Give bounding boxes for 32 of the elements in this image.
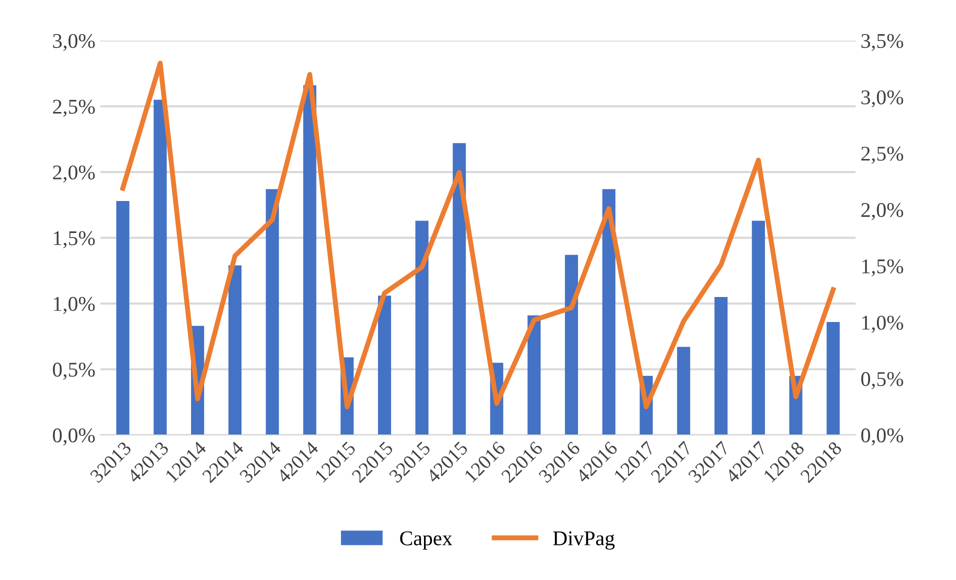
bar <box>452 143 466 435</box>
bar <box>564 254 578 435</box>
line-series <box>120 60 836 410</box>
y2-tick-label: 3,5% <box>861 34 904 52</box>
y-tick-label: 2,5% <box>53 100 95 117</box>
y-tick-label: 0,5% <box>52 362 95 380</box>
y-tick-label: 2,0% <box>53 165 95 182</box>
y-tick-label: 1,0% <box>54 296 95 314</box>
y2-tick-label: 1,5% <box>862 259 904 276</box>
y2-tick-label: 0,0% <box>861 428 904 446</box>
bar <box>752 220 765 435</box>
legend-label: Capex <box>400 531 452 550</box>
y2-tick-label: 2,5% <box>861 146 904 164</box>
y-tick-label: 1,5% <box>54 231 95 248</box>
y2-tick-label: 1,0% <box>862 316 904 333</box>
bar <box>528 315 541 435</box>
y-tick-label: 3,0% <box>53 34 95 52</box>
y2-tick-label: 2,0% <box>861 203 904 220</box>
bar <box>602 189 616 435</box>
bar <box>677 346 690 435</box>
bar <box>266 189 279 435</box>
y2-tick-label: 3,0% <box>861 90 904 108</box>
bar <box>154 100 167 435</box>
bar <box>303 85 316 435</box>
bar <box>228 265 242 435</box>
y2-tick-label: 0,5% <box>861 372 904 390</box>
legend-label: DivPag <box>553 531 615 550</box>
bar <box>378 296 392 435</box>
bar <box>714 296 728 435</box>
bar <box>116 200 130 435</box>
bar <box>415 220 428 435</box>
bar <box>826 322 840 435</box>
